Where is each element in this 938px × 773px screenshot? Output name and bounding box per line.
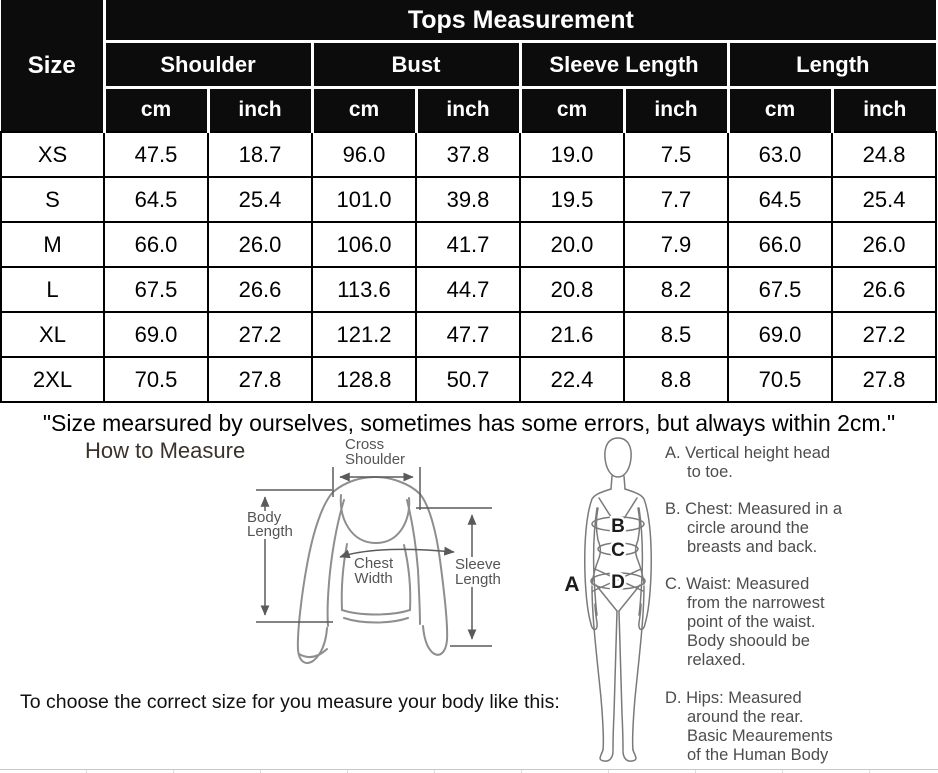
size-cell: L — [0, 266, 105, 313]
table-cell: 20.0 — [519, 221, 625, 268]
table-cell: 70.5 — [103, 356, 209, 403]
table-cell: 24.8 — [830, 131, 938, 178]
table-cell: 26.6 — [830, 266, 938, 313]
table-cell: 39.8 — [415, 176, 521, 223]
table-cell: 19.5 — [519, 176, 625, 223]
table-row: M 66.0 26.0 106.0 41.7 20.0 7.9 66.0 26.… — [0, 221, 938, 268]
table-cell: 37.8 — [415, 131, 521, 178]
table-cell: 64.5 — [727, 176, 833, 223]
unit-header: cm — [726, 87, 832, 132]
table-cell: 7.9 — [623, 221, 729, 268]
size-cell: 2XL — [0, 356, 105, 403]
unit-header: cm — [102, 87, 208, 132]
figure-label-c: C — [611, 540, 625, 561]
group-header-length: Length — [726, 41, 937, 89]
table-cell: 27.2 — [207, 311, 313, 358]
table-cell: 128.8 — [311, 356, 417, 403]
how-to-measure-title: How to Measure — [85, 438, 246, 463]
unit-header-row: cm inch cm inch cm inch cm inch — [1, 87, 937, 132]
table-cell: 63.0 — [727, 131, 833, 178]
table-cell: 106.0 — [311, 221, 417, 268]
table-row: S 64.5 25.4 101.0 39.8 19.5 7.7 64.5 25.… — [0, 176, 938, 223]
table-cell: 8.5 — [623, 311, 729, 358]
chest-width-label: Chest Width — [352, 555, 396, 587]
group-header-shoulder: Shoulder — [102, 41, 312, 89]
table-cell: 70.5 — [727, 356, 833, 403]
figure-label-d: D — [611, 572, 625, 593]
body-figure-diagram: A B C D — [562, 437, 652, 762]
cross-shoulder-label: Cross Shoulder — [343, 436, 408, 468]
table-cell: 19.0 — [519, 131, 625, 178]
body-outline — [584, 437, 652, 762]
size-chart-table: Size Tops Measurement Shoulder Bust Slee… — [0, 0, 938, 403]
table-row: 2XL 70.5 27.8 128.8 50.7 22.4 8.8 70.5 2… — [0, 356, 938, 403]
group-header-bust: Bust — [310, 41, 520, 89]
sleeve-length-label: Sleeve Length — [453, 556, 503, 588]
unit-header: inch — [830, 87, 937, 132]
table-cell: 121.2 — [311, 311, 417, 358]
unit-header: inch — [622, 87, 728, 132]
table-cell: 27.2 — [830, 311, 938, 358]
table-cell: 66.0 — [103, 221, 209, 268]
table-cell: 67.5 — [727, 266, 833, 313]
table-cell: 47.5 — [103, 131, 209, 178]
table-cell: 22.4 — [519, 356, 625, 403]
measurement-arrows — [256, 467, 492, 647]
shirt-measure-diagram — [256, 467, 492, 664]
table-row: XS 47.5 18.7 96.0 37.8 19.0 7.5 63.0 24.… — [0, 131, 938, 178]
choose-size-instruction: To choose the correct size for you measu… — [20, 691, 560, 713]
measurement-disclaimer: "Size mearsured by ourselves, sometimes … — [42, 410, 896, 436]
group-header-sleeve-length: Sleeve Length — [518, 41, 728, 89]
table-cell: 8.2 — [623, 266, 729, 313]
table-cell: 8.8 — [623, 356, 729, 403]
table-cell: 47.7 — [415, 311, 521, 358]
table-row: L 67.5 26.6 113.6 44.7 20.8 8.2 67.5 26.… — [0, 266, 938, 313]
size-column-header: Size — [1, 0, 104, 132]
unit-header: cm — [518, 87, 624, 132]
table-cell: 7.5 — [623, 131, 729, 178]
table-cell: 50.7 — [415, 356, 521, 403]
table-cell: 69.0 — [103, 311, 209, 358]
table-cell: 96.0 — [311, 131, 417, 178]
annotation-chest: B. Chest: Measured in a circle around th… — [665, 500, 843, 556]
unit-header: cm — [310, 87, 416, 132]
table-cell: 20.8 — [519, 266, 625, 313]
table-cell: 26.0 — [207, 221, 313, 268]
annotation-hips: D. Hips: Measured around the rear. Basic… — [665, 689, 833, 764]
bottom-table-edge — [0, 769, 938, 773]
figure-label-a: A — [564, 573, 579, 596]
table-cell: 44.7 — [415, 266, 521, 313]
table-cell: 67.5 — [103, 266, 209, 313]
table-cell: 26.0 — [830, 221, 938, 268]
size-cell: XS — [0, 131, 105, 178]
table-cell: 18.7 — [207, 131, 313, 178]
table-cell: 25.4 — [207, 176, 313, 223]
table-cell: 27.8 — [207, 356, 313, 403]
table-cell: 27.8 — [830, 356, 938, 403]
size-cell: S — [0, 176, 105, 223]
table-cell: 26.6 — [207, 266, 313, 313]
table-title: Tops Measurement — [102, 0, 937, 43]
group-header-row: Shoulder Bust Sleeve Length Length — [1, 41, 937, 89]
table-cell: 41.7 — [415, 221, 521, 268]
table-cell: 66.0 — [727, 221, 833, 268]
annotation-height: A. Vertical height head to toe. — [665, 444, 831, 481]
unit-header: inch — [414, 87, 520, 132]
table-cell: 25.4 — [830, 176, 938, 223]
figure-label-b: B — [611, 516, 625, 537]
table-cell: 21.6 — [519, 311, 625, 358]
table-cell: 113.6 — [311, 266, 417, 313]
annotation-waist: C. Waist: Measured from the narrowest po… — [665, 575, 825, 669]
table-cell: 101.0 — [311, 176, 417, 223]
size-cell: XL — [0, 311, 105, 358]
table-cell: 69.0 — [727, 311, 833, 358]
table-title-row: Size Tops Measurement — [1, 0, 937, 132]
unit-header: inch — [206, 87, 312, 132]
table-row: XL 69.0 27.2 121.2 47.7 21.6 8.5 69.0 27… — [0, 311, 938, 358]
table-cell: 64.5 — [103, 176, 209, 223]
body-length-label: Body Length — [245, 509, 295, 540]
table-cell: 7.7 — [623, 176, 729, 223]
size-cell: M — [0, 221, 105, 268]
